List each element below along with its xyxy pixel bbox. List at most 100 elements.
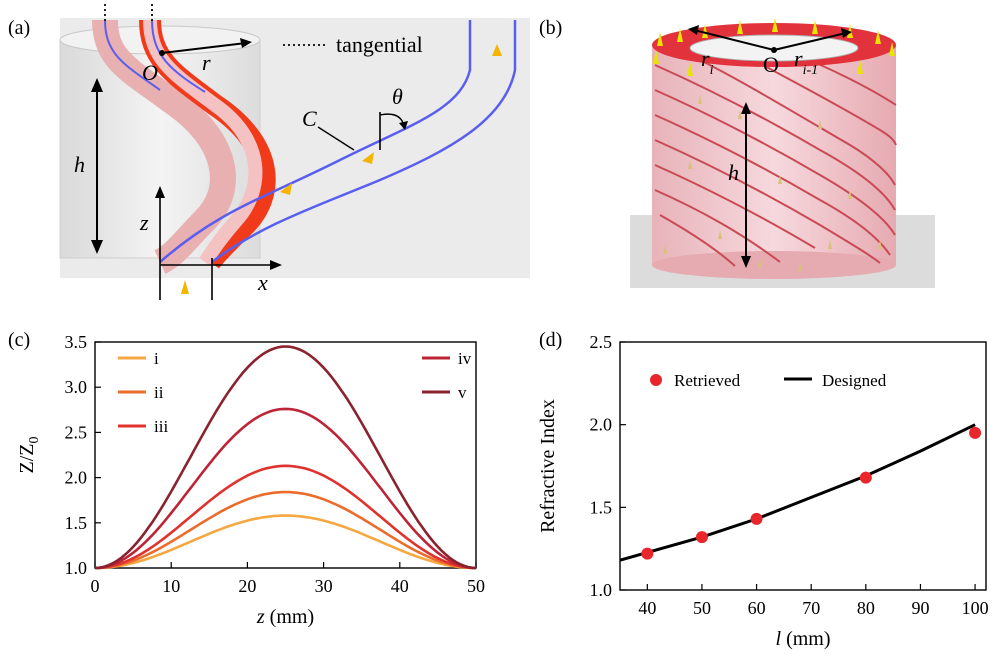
plot-frame [94,341,477,569]
panel-d: (d) 40 50 60 70 80 90 100 1.0 1.5 2.0 2.5 l (mm) Ref… [537,329,989,650]
y-tick-label: 2.5 [590,332,613,352]
direction-cone-1 [181,280,189,294]
label-O: O [142,60,158,85]
legend-label-i: i [154,349,159,368]
label-x: x [257,270,268,295]
ribbon-back [92,19,236,274]
y-axis-label: Z/Z0 [16,437,42,474]
label-ri1: ri-1 [794,46,818,78]
x-axis-label: l (mm) [776,628,831,650]
y-tick-label: 3.5 [65,332,88,352]
x-tick-label: 10 [162,576,180,596]
label-h-b: h [728,160,739,185]
x-axis-label: z (mm) [256,606,314,628]
panel-b-label: (b) [539,17,562,39]
height-arrowhead-b-bottom [741,256,751,268]
label-C: C [302,106,317,131]
ri-arrowhead [688,25,699,35]
x-tick-label: 100 [962,598,989,618]
panel-c: (c) 0 10 20 30 40 50 1.0 1.5 2.0 2.5 3.0 3.5 z (mm) Z… [8,329,485,628]
y-tick-label: 1.0 [590,580,613,600]
chart-impedance: 0 10 20 30 40 50 1.0 1.5 2.0 2.5 3.0 3.5 z (mm) Z/Z0 i… [16,332,485,628]
legend-label-ii: ii [154,383,164,402]
legend-label-v: v [458,383,467,402]
series-line-ii [94,490,477,570]
panel-d-label: (d) [539,329,562,351]
radius-arrow [161,42,247,54]
x-tick-label: 30 [315,576,333,596]
curve-c-3 [104,19,161,91]
data-point-retrieved [695,531,708,544]
x-tick-label: 20 [238,576,256,596]
label-r: r [202,50,211,75]
height-arrowhead-b-top [741,102,751,114]
panel-a-label: (a) [8,17,30,39]
x-tick-label: 40 [638,598,656,618]
y-tick-label: 3.0 [65,377,88,397]
legend-marker-retrieved [650,374,662,386]
legend-label-iv: iv [458,349,472,368]
curve-c-2 [211,20,517,263]
legend-label-iii: iii [154,417,168,436]
data-point-retrieved [750,512,763,525]
y-axis-label: Refractive Index [537,399,559,533]
curve-c-leader [317,126,355,151]
direction-cone-3 [280,183,292,195]
direction-cone-2 [362,152,374,164]
inner-cones [663,95,882,271]
plot-frame [619,341,987,591]
curve-c-1 [159,20,472,263]
x-tick-label: 40 [391,576,409,596]
label-O-b: O [763,52,779,77]
chart-refractive-index: 40 50 60 70 80 90 100 1.0 1.5 2.0 2.5 l (mm) Refract… [537,332,989,650]
field-cones [653,18,895,76]
series-line-i [94,514,477,570]
y-tick-label: 2.5 [65,422,88,442]
panel-a: tangential O r h z x C θ (a) [8,4,530,300]
label-z: z [139,210,149,235]
x-tick-label: 70 [802,598,820,618]
legend-label-retrieved: Retrieved [674,371,741,390]
direction-cone-4 [492,44,502,56]
series-line-designed [619,423,976,562]
y-tick-label: 1.5 [65,513,88,533]
data-point-retrieved [859,471,872,484]
x-tick-label: 50 [467,576,485,596]
data-point-retrieved [641,547,654,560]
y-tick-label: 1.0 [65,558,88,578]
center-dot [771,47,777,53]
height-arrowhead-bottom [91,240,103,254]
y-tick-label: 2.0 [590,415,613,435]
panel-b: ri O ri-1 h (b) [539,17,935,288]
ri1-arrow [773,32,847,51]
panel-c-label: (c) [8,329,30,351]
series-line-iv [94,407,477,570]
metamaterial-bottom [652,251,896,279]
x-axis-arrowhead [270,260,282,270]
ri1-arrowhead [841,28,852,38]
label-theta: θ [392,84,403,109]
data-point-retrieved [969,426,982,439]
x-tick-label: 90 [911,598,929,618]
x-tick-label: 0 [91,576,100,596]
x-tick-label: 80 [857,598,875,618]
series-line-v [94,345,477,570]
label-h: h [74,152,85,177]
legend-tangential: tangential [336,32,423,57]
spiral-vanes [654,51,897,267]
theta-arrowhead [399,121,408,130]
curve-c-4 [151,19,206,93]
y-tick-label: 2.0 [65,468,88,488]
radius-arrowhead [240,38,252,48]
x-tick-label: 50 [693,598,711,618]
series-line-iii [94,464,477,570]
y-tick-label: 1.5 [590,497,613,517]
z-axis-arrowhead [155,186,165,198]
legend-label-designed: Designed [822,371,887,390]
label-ri: ri [701,46,714,78]
x-tick-label: 60 [748,598,766,618]
height-arrowhead-top [91,78,103,92]
ribbon-front [143,19,263,267]
ri-arrow [693,29,775,51]
